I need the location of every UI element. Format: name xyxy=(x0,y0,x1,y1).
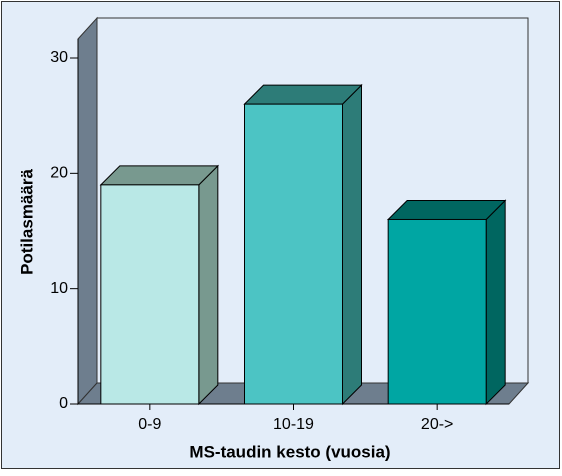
x-tick-label: 0-9 xyxy=(138,416,161,433)
bar-side xyxy=(485,199,506,406)
x-tick-label: 20-> xyxy=(421,416,453,433)
bar-top xyxy=(243,84,363,105)
side-wall xyxy=(77,16,98,406)
x-axis-title: MS-taudin kesto (vuosia) xyxy=(189,442,390,461)
bar xyxy=(244,103,343,405)
y-tick-label: 0 xyxy=(59,395,68,412)
y-tick-label: 20 xyxy=(50,165,68,182)
y-axis-title: Potilasmäärä xyxy=(17,169,36,275)
y-tick-label: 30 xyxy=(50,49,68,66)
x-tick-label: 10-19 xyxy=(273,416,314,433)
bar-side xyxy=(198,164,219,406)
bar-side xyxy=(342,83,362,406)
y-tick-label: 10 xyxy=(50,280,68,297)
bar-top xyxy=(386,199,507,220)
bar-top xyxy=(99,165,220,186)
bar xyxy=(100,184,200,405)
bar xyxy=(387,218,487,405)
